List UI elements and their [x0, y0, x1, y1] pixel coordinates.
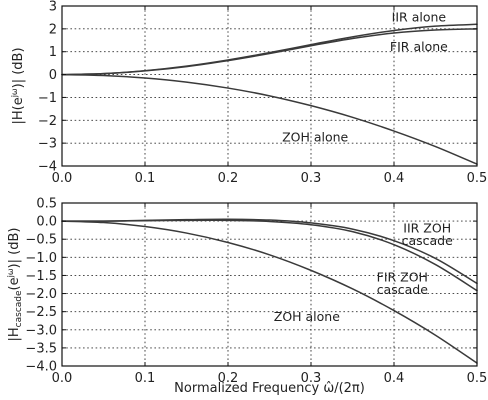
y-tick-label: −0.5: [25, 233, 57, 248]
series-line-2: [61, 73, 478, 165]
y-tick-label: −2: [38, 114, 57, 129]
x-tick-label: 0.2: [218, 371, 239, 386]
y-tick-label: −1: [38, 91, 57, 106]
x-tick-label: 0.0: [52, 171, 73, 186]
x-axis-label: Normalized Frequency ω̂/(2π): [174, 381, 365, 396]
series-line-2: [61, 220, 478, 364]
series-line-1: [61, 219, 478, 292]
annotation-label: cascade: [377, 282, 429, 297]
y-tick-label: 0.0: [36, 215, 57, 230]
annotation-label: cascade: [402, 233, 454, 248]
x-tick-label: 0.3: [301, 171, 322, 186]
y-tick-label: −3: [38, 137, 57, 152]
y-tick-label: 0.5: [36, 197, 57, 212]
top-panel: 0.0 0.1 0.2 0.3 0.4 0.5 −4 −3 −2 −1 0 1 2 3 IIR alone F…: [10, 0, 487, 186]
y-axis-label: |Hcascade(ejω)| (dB): [6, 228, 24, 342]
x-tick-label: 0.5: [467, 371, 488, 386]
bottom-panel: 0.0 0.1 0.2 0.3 0.4 0.5 −4.0 −3.5 −3.0 −2.5 −2.0 −1…: [6, 197, 487, 397]
y-tick-label: −1.5: [25, 269, 57, 284]
x-tick-label: 0.0: [52, 371, 73, 386]
x-tick-label: 0.2: [218, 171, 239, 186]
y-tick-label: 0: [49, 68, 57, 83]
annotation-label: FIR ZOH: [377, 269, 428, 284]
annotation-label: IIR alone: [392, 9, 447, 24]
y-tick-label: −3.5: [25, 341, 57, 356]
x-tick-label: 0.4: [384, 371, 405, 386]
annotation-label: ZOH alone: [274, 309, 340, 324]
y-axis-label: |H(ejω)| (dB): [10, 47, 26, 124]
annotation-label: FIR alone: [390, 39, 448, 54]
y-tick-label: −4.0: [25, 360, 57, 375]
x-tick-label: 0.3: [301, 371, 322, 386]
x-tick-label: 0.1: [135, 171, 156, 186]
y-tick-label: 3: [49, 0, 57, 15]
y-tick-label: −4: [38, 160, 57, 175]
y-tick-label: 2: [49, 22, 57, 37]
y-tick-label: 1: [49, 45, 57, 60]
x-tick-label: 0.1: [135, 371, 156, 386]
series-line-1: [61, 28, 478, 76]
y-tick-label: −3.0: [25, 323, 57, 338]
y-tick-label: −2.0: [25, 287, 57, 302]
annotation-label: ZOH alone: [282, 129, 348, 144]
y-tick-label: −2.5: [25, 305, 57, 320]
y-tick-label: −1.0: [25, 251, 57, 266]
plot-frame: [61, 5, 478, 167]
annotation-label: IIR ZOH: [403, 220, 451, 235]
plot-frame: [61, 202, 478, 367]
x-tick-label: 0.5: [467, 171, 488, 186]
x-tick-label: 0.4: [384, 171, 405, 186]
